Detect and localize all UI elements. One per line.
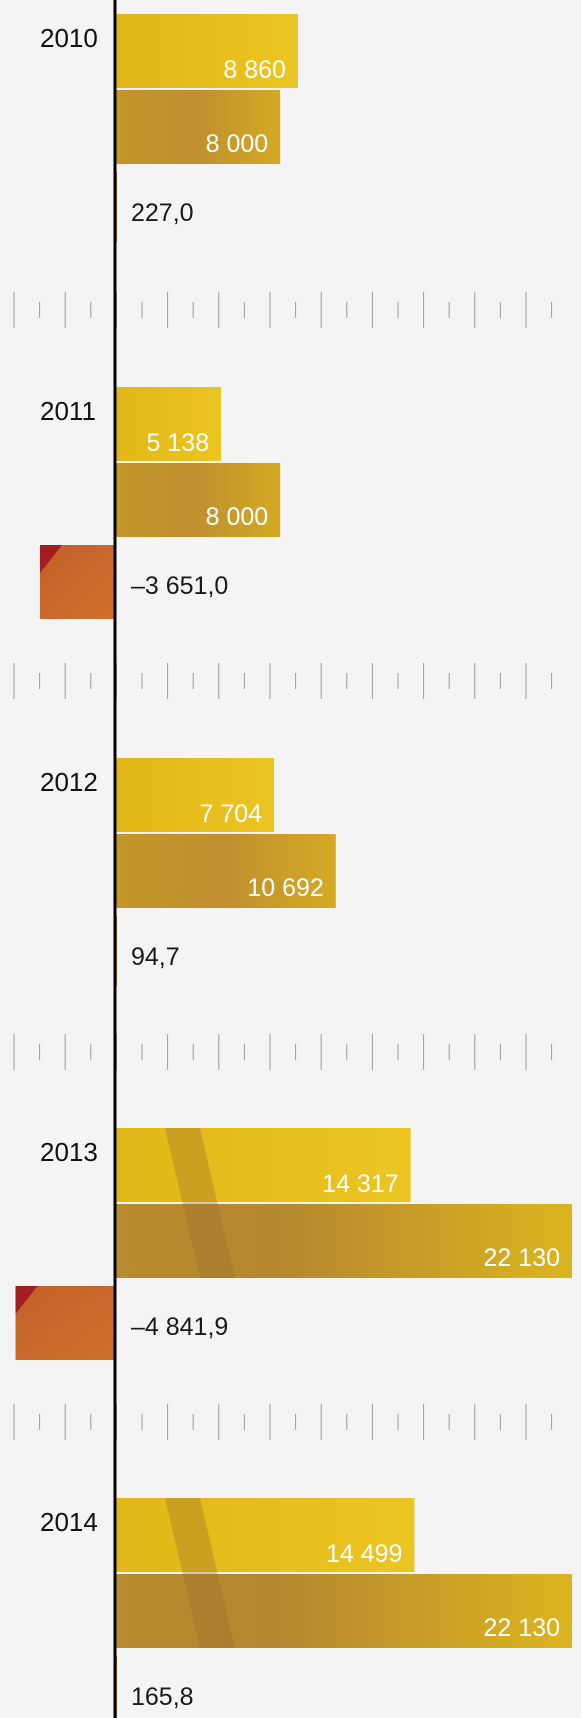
bar-c-label: 227,0 (131, 199, 194, 227)
year-group-2010 (114, 14, 298, 242)
bar-b-label: 22 130 (484, 1244, 560, 1272)
bar-c-2013 (15, 1286, 115, 1360)
tick-row (13, 1034, 553, 1070)
bar-b-label: 8 000 (206, 503, 269, 531)
year-label: 2010 (40, 23, 98, 53)
year-group-2011 (40, 387, 281, 619)
tick-row (13, 1404, 553, 1440)
tick-rows (13, 292, 553, 1440)
year-group-2013 (15, 1128, 572, 1360)
bar-sheen (165, 1498, 235, 1648)
bar-b-2013 (115, 1204, 572, 1278)
bar-a-2014 (115, 1498, 415, 1572)
bar-c-label: –4 841,9 (131, 1313, 228, 1341)
bar-c-accent (15, 1286, 38, 1314)
bar-b-2012 (115, 834, 336, 908)
bar-a-label: 8 860 (223, 56, 286, 84)
bar-a-label: 14 317 (322, 1170, 398, 1198)
bar-a-label: 14 499 (326, 1540, 402, 1568)
bar-a-2010 (115, 14, 298, 88)
bar-b-2010 (115, 90, 281, 164)
labels: 2010 8 860 8 000 227,0 2011 5 138 8 000 –3 651,… (40, 23, 560, 1711)
bar-b-2011 (115, 463, 281, 537)
bar-a-label: 5 138 (147, 429, 210, 457)
bar-a-2013 (115, 1128, 411, 1202)
bar-a-label: 7 704 (200, 800, 263, 828)
bar-c-label: 165,8 (131, 1683, 194, 1711)
bar-a-2012 (115, 758, 275, 832)
bar-c-label: –3 651,0 (131, 572, 228, 600)
bar-b-2014 (115, 1574, 572, 1648)
bar-c-2011 (40, 545, 115, 619)
bar-c-label: 94,7 (131, 943, 180, 971)
bar-a-2011 (115, 387, 222, 461)
year-label: 2014 (40, 1507, 98, 1537)
bar-b-label: 10 692 (247, 874, 323, 902)
year-group-2012 (114, 758, 336, 986)
year-label: 2012 (40, 767, 98, 797)
year-label: 2011 (40, 396, 96, 426)
tick-row (13, 663, 553, 699)
bars (15, 14, 572, 1718)
year-group-2014 (114, 1498, 572, 1718)
bar-sheen (165, 1128, 235, 1278)
tick-row (13, 292, 553, 328)
year-label: 2013 (40, 1137, 98, 1167)
bar-b-label: 8 000 (206, 130, 269, 158)
bar-b-label: 22 130 (484, 1614, 560, 1642)
bar-c-accent (40, 545, 62, 573)
